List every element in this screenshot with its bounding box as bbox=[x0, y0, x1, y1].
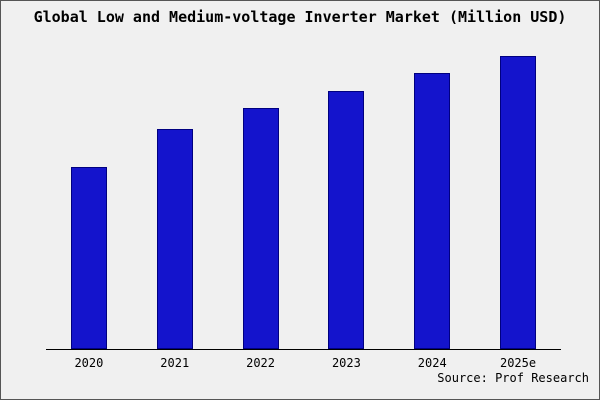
source-note: Source: Prof Research bbox=[437, 371, 589, 385]
bar-2020 bbox=[70, 167, 107, 349]
bar-2025e bbox=[500, 55, 537, 349]
bar-2024 bbox=[414, 73, 451, 349]
chart-title: Global Low and Medium-voltage Inverter M… bbox=[33, 8, 567, 26]
bar-2023 bbox=[328, 90, 365, 349]
bar-slot-2025e bbox=[475, 41, 561, 349]
bar-slot-2021 bbox=[132, 41, 218, 349]
x-tick-label-2020: 2020 bbox=[74, 356, 104, 370]
x-tick-label-2023: 2023 bbox=[331, 356, 361, 370]
x-axis: 2020 2021 2022 2023 2024 2025e bbox=[46, 349, 561, 370]
plot-area: 2020 2021 2022 2023 2024 2025e bbox=[46, 41, 561, 370]
x-tick-label-2021: 2021 bbox=[160, 356, 190, 370]
bar-slot-2020 bbox=[46, 41, 132, 349]
x-tick-label-2022: 2022 bbox=[246, 356, 276, 370]
bar-slot-2023 bbox=[303, 41, 389, 349]
bar-slot-2024 bbox=[389, 41, 475, 349]
bar-2021 bbox=[156, 129, 193, 349]
bars-area bbox=[46, 41, 561, 349]
x-tick-label-2025e: 2025e bbox=[499, 356, 537, 370]
x-tick-label-2024: 2024 bbox=[417, 356, 447, 370]
bar-slot-2022 bbox=[218, 41, 304, 349]
bar-2022 bbox=[242, 108, 279, 349]
